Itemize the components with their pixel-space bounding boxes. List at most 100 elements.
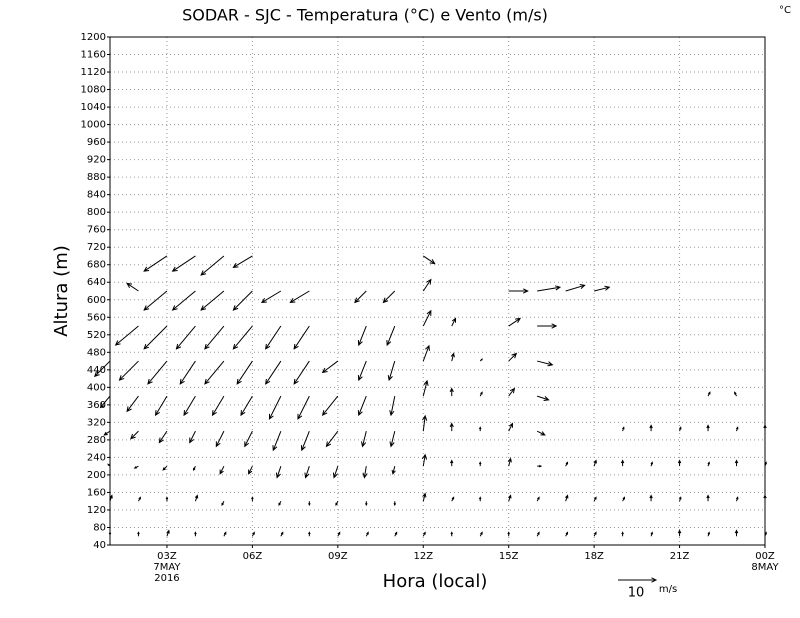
wind-arrow <box>391 466 396 475</box>
wind-arrow <box>382 290 396 304</box>
wind-arrow <box>565 284 586 292</box>
wind-arrow <box>118 360 139 381</box>
wind-arrow <box>325 430 339 448</box>
wind-arrow <box>143 325 168 350</box>
wind-arrow <box>734 391 737 397</box>
wind-arrow <box>422 414 428 432</box>
wind-arrow <box>507 457 512 467</box>
wind-arrow <box>130 430 139 440</box>
y-axis-label: Altura (m) <box>51 245 72 337</box>
wind-arrow <box>593 531 597 537</box>
wind-arrow <box>265 360 282 385</box>
y-tick-label: 1040 <box>81 102 106 113</box>
x-date-label: 7MAY <box>153 562 181 573</box>
wind-arrow <box>735 426 739 432</box>
wind-arrow <box>422 344 430 362</box>
y-tick-label: 920 <box>87 155 106 166</box>
wind-arrow <box>764 461 767 467</box>
x-axis-label: Hora (local) <box>383 571 488 592</box>
wind-arrow <box>451 317 457 327</box>
wind-arrow <box>215 430 225 448</box>
wind-arrow <box>508 387 516 397</box>
y-tick-label: 400 <box>87 382 106 393</box>
wind-arrow <box>508 494 512 502</box>
wind-arrow <box>321 395 339 417</box>
wind-arrow <box>200 255 225 276</box>
wind-arrow <box>107 463 111 467</box>
wind-arrow <box>421 453 428 467</box>
wind-arrow <box>763 494 767 502</box>
y-tick-label: 320 <box>87 417 106 428</box>
x-tick-label: 18Z <box>584 551 604 562</box>
y-tick-label: 1200 <box>81 32 106 43</box>
wind-arrow <box>133 465 139 469</box>
wind-arrow <box>479 358 483 362</box>
x-tick-label: 09Z <box>328 551 348 562</box>
wind-arrow <box>143 290 168 311</box>
x-tick-label: 15Z <box>499 551 519 562</box>
y-tick-label: 880 <box>87 172 106 183</box>
x-tick-label: 12Z <box>413 551 433 562</box>
wind-arrow <box>508 288 529 294</box>
wind-arrow <box>365 531 369 537</box>
y-tick-label: 840 <box>87 190 106 201</box>
wind-arrow <box>179 360 196 385</box>
wind-arrow <box>593 459 597 467</box>
wind-arrow <box>620 459 625 467</box>
wind-arrow <box>268 395 282 420</box>
wind-arrow <box>622 496 626 502</box>
wind-arrow <box>389 396 396 417</box>
wind-arrow <box>103 430 111 436</box>
wind-arrow <box>108 531 112 537</box>
y-tick-label: 720 <box>87 242 106 253</box>
y-tick-label: 40 <box>93 540 106 551</box>
key-arrow <box>618 577 658 583</box>
wind-arrow <box>537 464 543 468</box>
wind-arrow <box>537 323 558 329</box>
y-tick-label: 1080 <box>81 85 106 96</box>
wind-arrow <box>194 531 197 537</box>
wind-arrow <box>260 290 282 303</box>
wind-arrow <box>451 496 455 502</box>
wind-arrow <box>126 395 139 413</box>
wind-arrow <box>143 255 168 272</box>
wind-arrow <box>251 496 254 502</box>
wind-arrow <box>422 278 432 292</box>
y-tick-label: 280 <box>87 435 106 446</box>
wind-arrow <box>337 531 341 537</box>
chart-title: SODAR - SJC - Temperatura (°C) e Vento (… <box>182 6 548 25</box>
wind-arrow <box>536 430 546 436</box>
wind-arrow <box>171 290 196 311</box>
plot-frame <box>109 36 766 546</box>
y-tick-label: 680 <box>87 260 106 271</box>
wind-arrow <box>293 360 310 385</box>
wind-arrow <box>251 531 255 537</box>
wind-arrow <box>158 430 168 444</box>
y-tick-label: 1120 <box>81 67 106 78</box>
wind-arrow <box>308 531 311 537</box>
wind-arrow <box>593 496 597 502</box>
wind-arrow <box>707 391 711 397</box>
wind-arrow <box>536 531 540 537</box>
wind-arrow <box>678 496 682 502</box>
wind-arrow <box>272 430 282 452</box>
wind-arrow <box>763 424 767 432</box>
wind-arrow <box>137 531 140 537</box>
wind-arrow <box>354 290 367 304</box>
wind-arrow <box>565 494 569 502</box>
wind-arrow <box>678 426 682 432</box>
wind-arrow <box>365 501 368 507</box>
y-tick-label: 200 <box>87 470 106 481</box>
x-tick-label: 00Z <box>755 551 775 562</box>
wind-arrow <box>357 395 367 417</box>
wind-arrow <box>650 461 654 467</box>
x-tick-label: 06Z <box>243 551 263 562</box>
wind-arrow <box>650 531 654 537</box>
wind-arrow <box>171 255 196 272</box>
wind-arrow <box>422 531 426 537</box>
wind-arrow <box>422 309 432 327</box>
wind-arrow <box>109 494 113 502</box>
y-tick-label: 160 <box>87 487 106 498</box>
key-value: 10 <box>628 586 645 601</box>
